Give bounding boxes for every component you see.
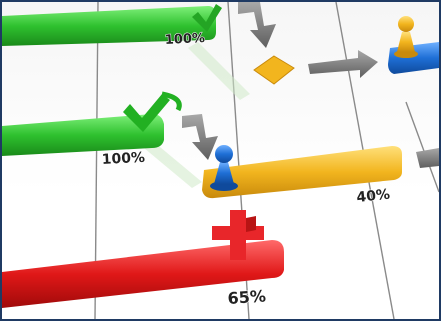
blue-pawn-icon — [210, 145, 238, 191]
bar-red — [2, 210, 284, 308]
gridline — [405, 101, 439, 193]
percent-label-green-top: 100% — [164, 31, 205, 48]
scene: 100% 100% 40% 65% — [2, 2, 439, 319]
percent-label-yellow: 40% — [356, 187, 391, 206]
bar-green-top — [2, 4, 222, 46]
checkmark-icon — [123, 94, 170, 132]
checkmark-icon — [192, 4, 222, 32]
percent-label-red: 65% — [227, 286, 267, 308]
cross-icon — [212, 210, 264, 260]
percent-label-green-mid: 100% — [101, 150, 145, 168]
yellow-pawn-icon — [394, 16, 418, 58]
bar-yellow — [202, 146, 402, 199]
diamond-icon — [253, 55, 295, 85]
bar-green-mid — [2, 91, 182, 156]
arrow-icon — [182, 2, 439, 168]
